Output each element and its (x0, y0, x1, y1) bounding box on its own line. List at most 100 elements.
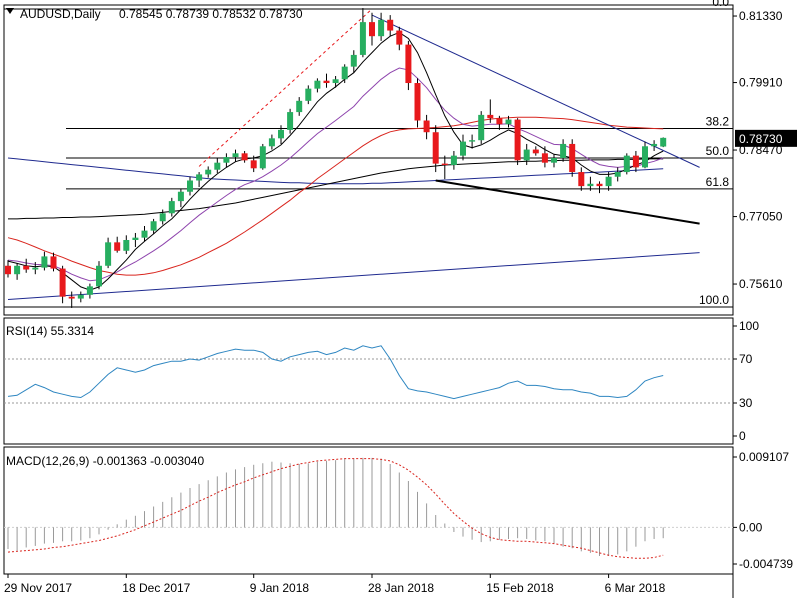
triangle-down-icon[interactable] (6, 8, 14, 14)
candle-body (296, 100, 303, 113)
candle-body (651, 143, 658, 147)
candle-body (514, 119, 521, 161)
candle-body (569, 143, 576, 173)
date-tick-label: 28 Jan 2018 (368, 581, 434, 595)
candle-body (387, 19, 394, 31)
candle-body (532, 149, 539, 154)
candle-body (596, 183, 603, 187)
candle-body (505, 119, 512, 125)
candle-body (587, 183, 594, 187)
candle-body (141, 230, 148, 238)
candle-body (460, 141, 466, 156)
candle-body (642, 146, 648, 168)
sma-slow-line (7, 116, 664, 276)
candle-body (441, 163, 448, 166)
date-tick-label: 18 Dec 2017 (122, 581, 190, 595)
candle-body (623, 155, 630, 173)
chart-header: AUDUSD,Daily 0.78545 0.78739 0.78532 0.7… (6, 7, 303, 21)
price-panel: 0.0 38.2 50.0 61.8 100.0 (4, 0, 733, 308)
candle-body (614, 172, 621, 177)
rsi-line (7, 345, 664, 400)
fib-level-label: 61.8 (706, 175, 730, 189)
candle-body (187, 180, 193, 192)
candle-body (41, 256, 48, 268)
candle-body (159, 213, 166, 222)
candle-body (5, 265, 11, 275)
ma-long-b-line (7, 157, 664, 185)
macd-axis: 0.009107 0.00 -0.004739 (733, 450, 793, 571)
candle-body (305, 88, 312, 101)
candle-body (287, 112, 294, 130)
candle-body (405, 44, 412, 84)
candle-body (332, 79, 339, 84)
candle-body (214, 162, 221, 170)
candle-body (259, 146, 266, 169)
rsi-tick-label: 70 (739, 352, 753, 366)
rsi-label: RSI(14) 55.3314 (6, 324, 94, 338)
candle-body (268, 138, 275, 147)
rsi-panel: RSI(14) 55.3314 100 70 30 0 (4, 319, 759, 443)
fib-level-label: 50.0 (706, 144, 730, 158)
rsi-axis: 100 70 30 0 (733, 319, 759, 443)
rsi-tick-label: 0 (739, 429, 746, 443)
rsi-tick-label: 100 (739, 319, 759, 333)
date-tick-label: 29 Nov 2017 (4, 581, 72, 595)
candle-body (23, 265, 30, 270)
macd-label: MACD(12,26,9) -0.001363 -0.003040 (6, 454, 204, 468)
candle-body (241, 153, 248, 161)
candle-body (132, 237, 139, 240)
candle-body (660, 137, 667, 147)
candle-body (341, 66, 348, 80)
date-axis: 29 Nov 2017 18 Dec 2017 9 Jan 2018 28 Jan 2… (4, 574, 666, 595)
candle-body (196, 174, 203, 181)
candle-body (496, 118, 503, 125)
candle-body (541, 153, 548, 163)
candle-body (68, 296, 75, 299)
candle-body (478, 114, 485, 141)
candle-body (359, 22, 366, 55)
candle-body (32, 267, 39, 270)
candle-body (105, 242, 112, 266)
candle-body (378, 19, 385, 37)
candle-body (432, 132, 439, 164)
trendline (7, 252, 700, 301)
candle-body (396, 30, 403, 45)
candle-body (150, 221, 157, 231)
macd-tick-label: -0.004739 (739, 557, 793, 571)
macd-signal-line (7, 458, 664, 559)
candle-body (605, 176, 612, 187)
fib-level-label: 38.2 (706, 114, 730, 128)
candle-body (323, 80, 330, 84)
rsi-levels (4, 358, 733, 404)
panel-frames (3, 4, 734, 598)
candle-body (114, 242, 121, 251)
candle-body (369, 22, 375, 37)
ohlc-readout: 0.78545 0.78739 0.78532 0.78730 (119, 7, 303, 21)
candle-body (77, 294, 84, 299)
macd-tick-label: 0.00 (739, 520, 763, 534)
candle-body (59, 268, 66, 297)
current-price-box (735, 129, 797, 147)
macd-histogram (4, 457, 733, 556)
price-tick-label: 0.77050 (739, 210, 783, 224)
candle-body (469, 140, 476, 142)
candle-body (578, 172, 585, 187)
candle-body (632, 155, 639, 168)
candlesticks (5, 8, 667, 308)
date-tick-label: 6 Mar 2018 (605, 581, 666, 595)
panel-frame (3, 317, 734, 445)
candle-body (250, 160, 257, 169)
current-price-badge: 0.78730 (735, 129, 797, 147)
panel-frame (3, 4, 734, 316)
current-price-text: 0.78730 (739, 132, 783, 146)
candle-body (86, 286, 93, 295)
candle-body (50, 256, 57, 269)
candle-body (14, 265, 21, 275)
candle-body (560, 143, 567, 158)
candle-body (278, 129, 284, 139)
candle-body (423, 120, 430, 133)
candle-body (487, 114, 494, 119)
date-tick-label: 9 Jan 2018 (250, 581, 310, 595)
candle-body (450, 155, 457, 166)
